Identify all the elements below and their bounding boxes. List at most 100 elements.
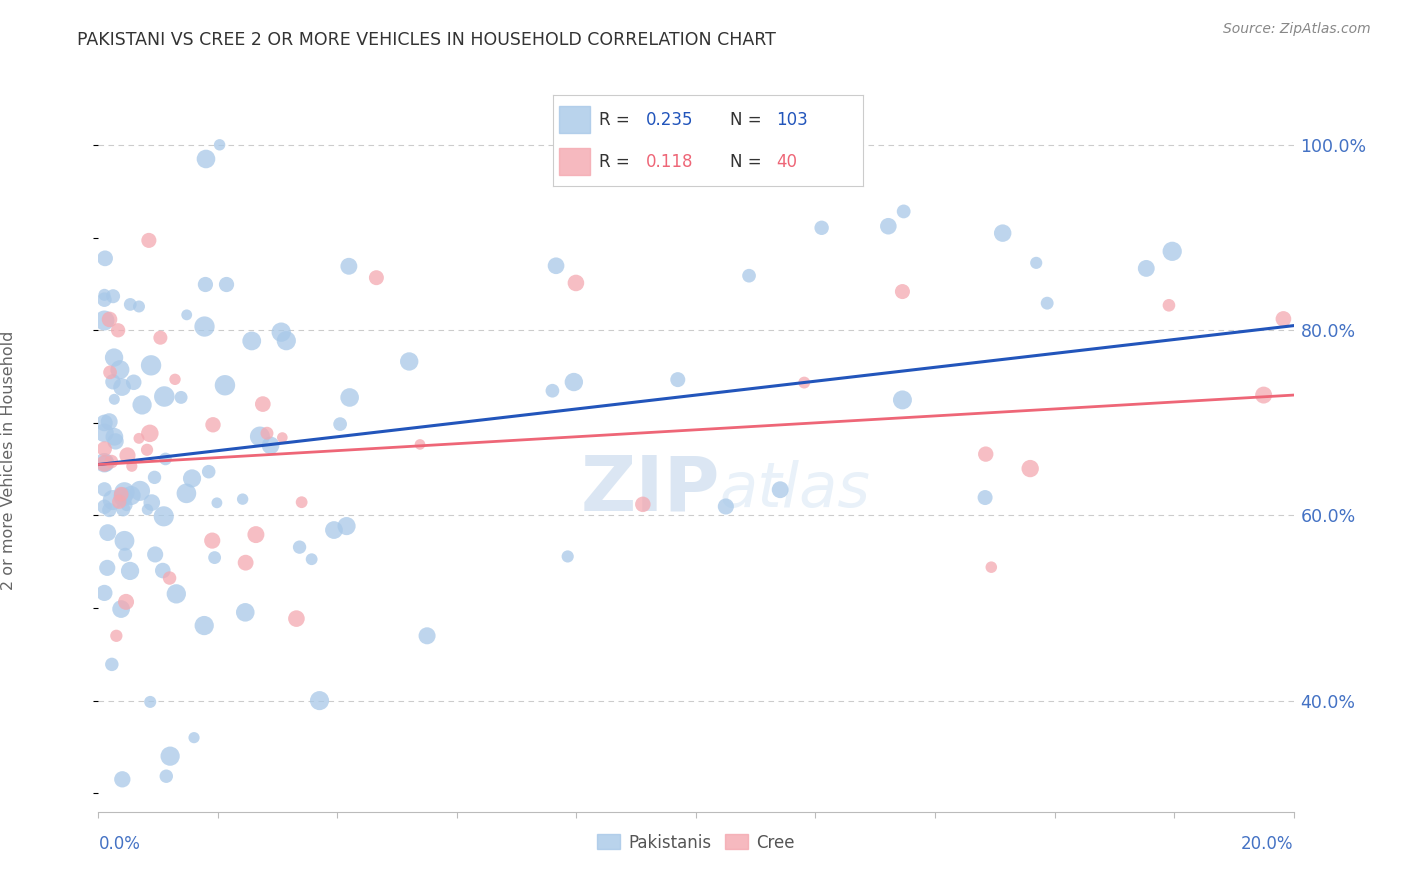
Point: [155, 769, 177, 783]
Point: [139, 426, 162, 441]
Point: [631, 497, 654, 511]
Point: [557, 549, 579, 564]
Point: [93, 586, 115, 600]
Point: [93, 293, 115, 307]
Point: [249, 429, 271, 443]
Point: [163, 372, 186, 386]
Point: [114, 533, 136, 548]
Legend: Pakistanis, Cree: Pakistanis, Cree: [591, 827, 801, 858]
Point: [152, 509, 174, 524]
Point: [114, 485, 136, 500]
Point: [107, 323, 129, 337]
Point: [112, 490, 135, 504]
Point: [111, 772, 134, 787]
Point: [1157, 298, 1180, 312]
Point: [980, 560, 1002, 574]
Point: [193, 319, 215, 334]
Point: [120, 489, 142, 503]
Point: [181, 471, 204, 485]
Point: [152, 564, 174, 578]
Point: [117, 449, 139, 463]
Point: [259, 438, 281, 452]
Point: [329, 417, 352, 431]
Text: 0.0%: 0.0%: [98, 835, 141, 853]
Text: Source: ZipAtlas.com: Source: ZipAtlas.com: [1223, 22, 1371, 37]
Point: [1253, 388, 1275, 402]
Point: [103, 392, 125, 407]
Point: [93, 313, 115, 327]
Point: [159, 749, 181, 764]
Point: [193, 618, 215, 632]
Point: [562, 375, 585, 389]
Point: [115, 595, 138, 609]
Point: [101, 289, 124, 303]
Point: [143, 470, 166, 484]
Point: [110, 487, 132, 501]
Point: [98, 312, 121, 326]
Point: [301, 552, 323, 566]
Point: [93, 416, 115, 430]
Point: [666, 373, 689, 387]
Point: [738, 268, 761, 283]
Point: [308, 693, 330, 707]
Point: [94, 252, 117, 266]
Point: [94, 456, 117, 470]
Point: [176, 486, 198, 500]
Point: [565, 276, 588, 290]
Point: [141, 495, 163, 509]
Point: [409, 437, 432, 451]
Point: [93, 457, 115, 471]
Point: [366, 270, 388, 285]
Point: [891, 392, 914, 407]
Point: [93, 500, 115, 514]
Point: [323, 523, 346, 537]
Point: [891, 285, 914, 299]
Point: [93, 456, 115, 470]
Point: [104, 434, 127, 449]
Point: [232, 492, 254, 507]
Point: [114, 548, 136, 562]
Point: [877, 219, 900, 234]
Point: [195, 152, 218, 166]
Point: [136, 502, 159, 516]
Point: [103, 351, 125, 365]
Point: [120, 297, 142, 311]
Point: [121, 459, 143, 474]
Point: [215, 277, 238, 292]
Text: 20.0%: 20.0%: [1241, 835, 1294, 853]
Point: [105, 629, 128, 643]
Point: [165, 587, 187, 601]
Text: atlas: atlas: [720, 460, 870, 520]
Point: [93, 288, 115, 302]
Point: [256, 426, 278, 441]
Point: [1272, 312, 1295, 326]
Point: [98, 415, 121, 429]
Point: [398, 354, 420, 368]
Point: [285, 612, 308, 626]
Point: [108, 362, 131, 376]
Point: [201, 533, 224, 548]
Point: [112, 502, 135, 516]
Point: [101, 375, 124, 389]
Point: [1019, 461, 1042, 475]
Point: [93, 425, 115, 440]
Point: [1025, 256, 1047, 270]
Point: [96, 561, 118, 575]
Point: [131, 398, 153, 412]
Point: [97, 525, 120, 540]
Point: [110, 602, 132, 616]
Point: [991, 226, 1014, 240]
Point: [235, 556, 257, 570]
Point: [101, 493, 124, 508]
Point: [337, 260, 360, 274]
Point: [252, 397, 274, 411]
Point: [541, 384, 564, 398]
Point: [201, 417, 224, 432]
Point: [240, 334, 263, 348]
Point: [204, 550, 226, 565]
Point: [128, 300, 150, 314]
Point: [120, 564, 142, 578]
Point: [974, 491, 997, 505]
Point: [214, 378, 236, 392]
Point: [416, 629, 439, 643]
